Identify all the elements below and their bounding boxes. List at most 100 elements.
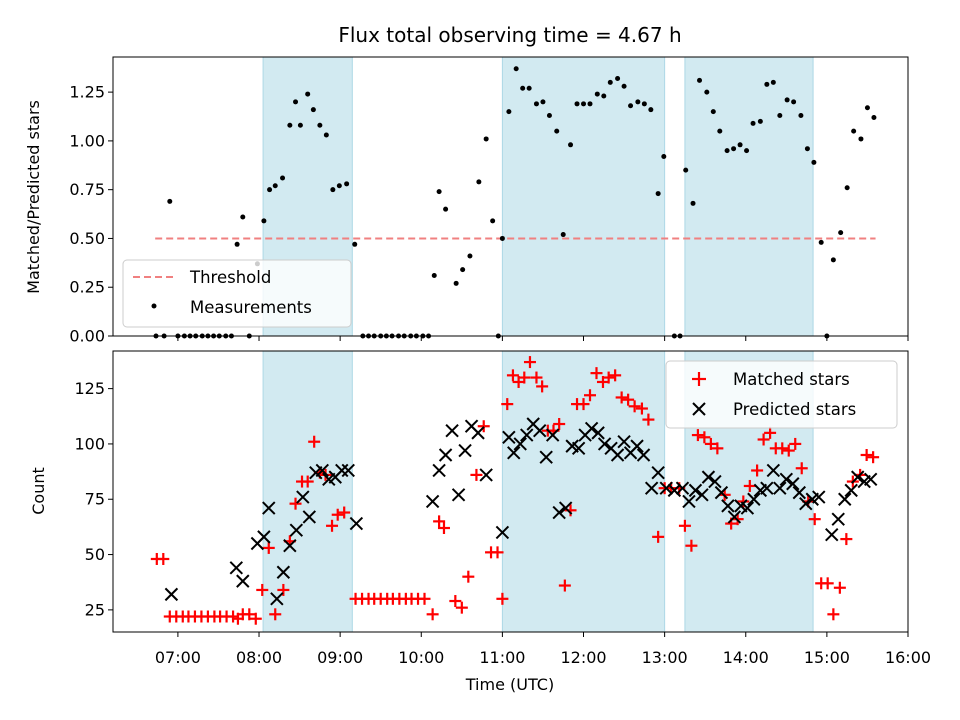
bottom-axes-frame	[112, 350, 909, 633]
predicted-star-point	[432, 463, 446, 478]
matched-star-point	[553, 418, 566, 431]
measurement-point	[764, 81, 770, 87]
matched-star-point	[642, 413, 655, 426]
measurement-point	[724, 148, 730, 154]
matched-star-point	[751, 464, 764, 477]
predicted-star-point	[471, 426, 485, 440]
measurement-point	[483, 136, 489, 142]
matched-star-point	[243, 608, 256, 621]
chart-title: Flux total observing time = 4.67 h	[338, 23, 681, 47]
predicted-star-point	[630, 439, 644, 453]
matched-star-point	[833, 581, 846, 594]
y-tick-label: 0.75	[69, 180, 105, 199]
measurement-point	[635, 99, 641, 105]
x-tick-label: 15:00	[804, 648, 850, 667]
matched-star-point	[685, 539, 698, 552]
matched-star-point	[609, 369, 622, 382]
measurement-point	[460, 267, 466, 273]
predicted-star-point	[610, 448, 625, 462]
matched-star-point	[776, 442, 789, 455]
measurement-point	[811, 159, 817, 165]
predicted-star-point	[229, 561, 244, 575]
matched-star-point	[678, 519, 691, 532]
measurement-point	[533, 101, 539, 107]
predicted-star-point	[825, 527, 839, 542]
x-tick-label: 16:00	[885, 648, 931, 667]
matched-legend-label: Matched stars	[733, 370, 850, 389]
predicted-star-point	[636, 448, 651, 462]
predicted-star-point	[539, 450, 553, 464]
y-tick-label: 125	[74, 379, 105, 398]
matched-star-point	[269, 608, 282, 621]
x-tick-label: 09:00	[317, 648, 363, 667]
predicted-star-point	[766, 463, 781, 478]
measurement-point	[467, 253, 473, 259]
predicted-star-point	[617, 435, 631, 449]
predicted-star-point	[236, 574, 250, 588]
measurement-point	[804, 146, 810, 152]
measurement-point	[560, 232, 566, 238]
predicted-star-point	[458, 443, 472, 458]
top-axes-frame	[112, 56, 909, 337]
y-tick-label: 50	[85, 545, 105, 564]
measurement-point	[731, 146, 737, 152]
matched-star-point	[506, 369, 519, 382]
measurement-point	[661, 154, 667, 160]
bottom-legend-box	[665, 360, 898, 429]
matched-star-point	[262, 541, 275, 554]
measurement-point	[871, 114, 877, 120]
measurement-point	[287, 122, 293, 128]
predicted-star-point	[773, 481, 787, 495]
measurement-point	[594, 91, 600, 97]
predicted-star-point	[289, 523, 304, 537]
predicted-star-point	[721, 499, 735, 513]
matched-star-point	[622, 393, 635, 406]
measurement-point	[506, 109, 512, 115]
top-y-ticks: 0.00 0.25 0.50 0.75 1.00 1.25	[69, 83, 113, 346]
matched-star-point	[827, 608, 840, 621]
matched-star-point	[628, 400, 641, 413]
matched-star-point	[455, 601, 468, 614]
predicted-star-point	[545, 428, 560, 442]
predicted-star-point	[262, 501, 276, 515]
y-tick-label: 0.25	[69, 278, 105, 297]
threshold-legend-label: Threshold	[189, 268, 271, 287]
matched-star-point	[523, 356, 536, 369]
measurement-point	[784, 97, 790, 103]
predicted-star-point	[315, 463, 330, 478]
measurement-point	[520, 85, 526, 91]
matched-star-point	[867, 451, 880, 464]
x-tick-label: 14:00	[723, 648, 769, 667]
measurement-point	[697, 77, 703, 83]
top-y-axis-label: Matched/Predicted stars	[24, 100, 43, 294]
measurement-point	[568, 142, 574, 148]
predicted-star-point	[558, 501, 573, 515]
predicted-star-point	[507, 446, 521, 460]
matched-star-point	[249, 612, 262, 625]
measurement-point	[323, 132, 329, 138]
predicted-star-point	[838, 492, 852, 506]
measurement-point	[770, 79, 776, 85]
measurement-point	[330, 187, 336, 193]
matched-star-point	[418, 592, 431, 605]
x-tick-label: 08:00	[236, 648, 282, 667]
predicted-star-point	[349, 516, 364, 531]
observing-window	[501, 350, 666, 633]
matched-star-point	[577, 398, 590, 411]
predicted-star-point	[760, 481, 774, 495]
predicted-star-point	[425, 494, 440, 509]
predicted-star-point	[708, 474, 722, 489]
matched-star-point	[308, 435, 321, 448]
predicted-star-point	[727, 510, 742, 524]
predicted-star-point	[164, 587, 179, 602]
predicted-star-point	[283, 539, 297, 553]
matched-star-point	[840, 533, 853, 546]
matched-star-point	[331, 508, 344, 521]
predicted-star-point	[520, 428, 534, 442]
measurement-point	[830, 257, 836, 263]
matched-star-point	[518, 371, 531, 384]
measurement-point	[554, 128, 560, 134]
predicted-star-point	[532, 423, 547, 438]
predicted-star-point	[270, 592, 284, 606]
ratio-marks	[153, 66, 877, 339]
